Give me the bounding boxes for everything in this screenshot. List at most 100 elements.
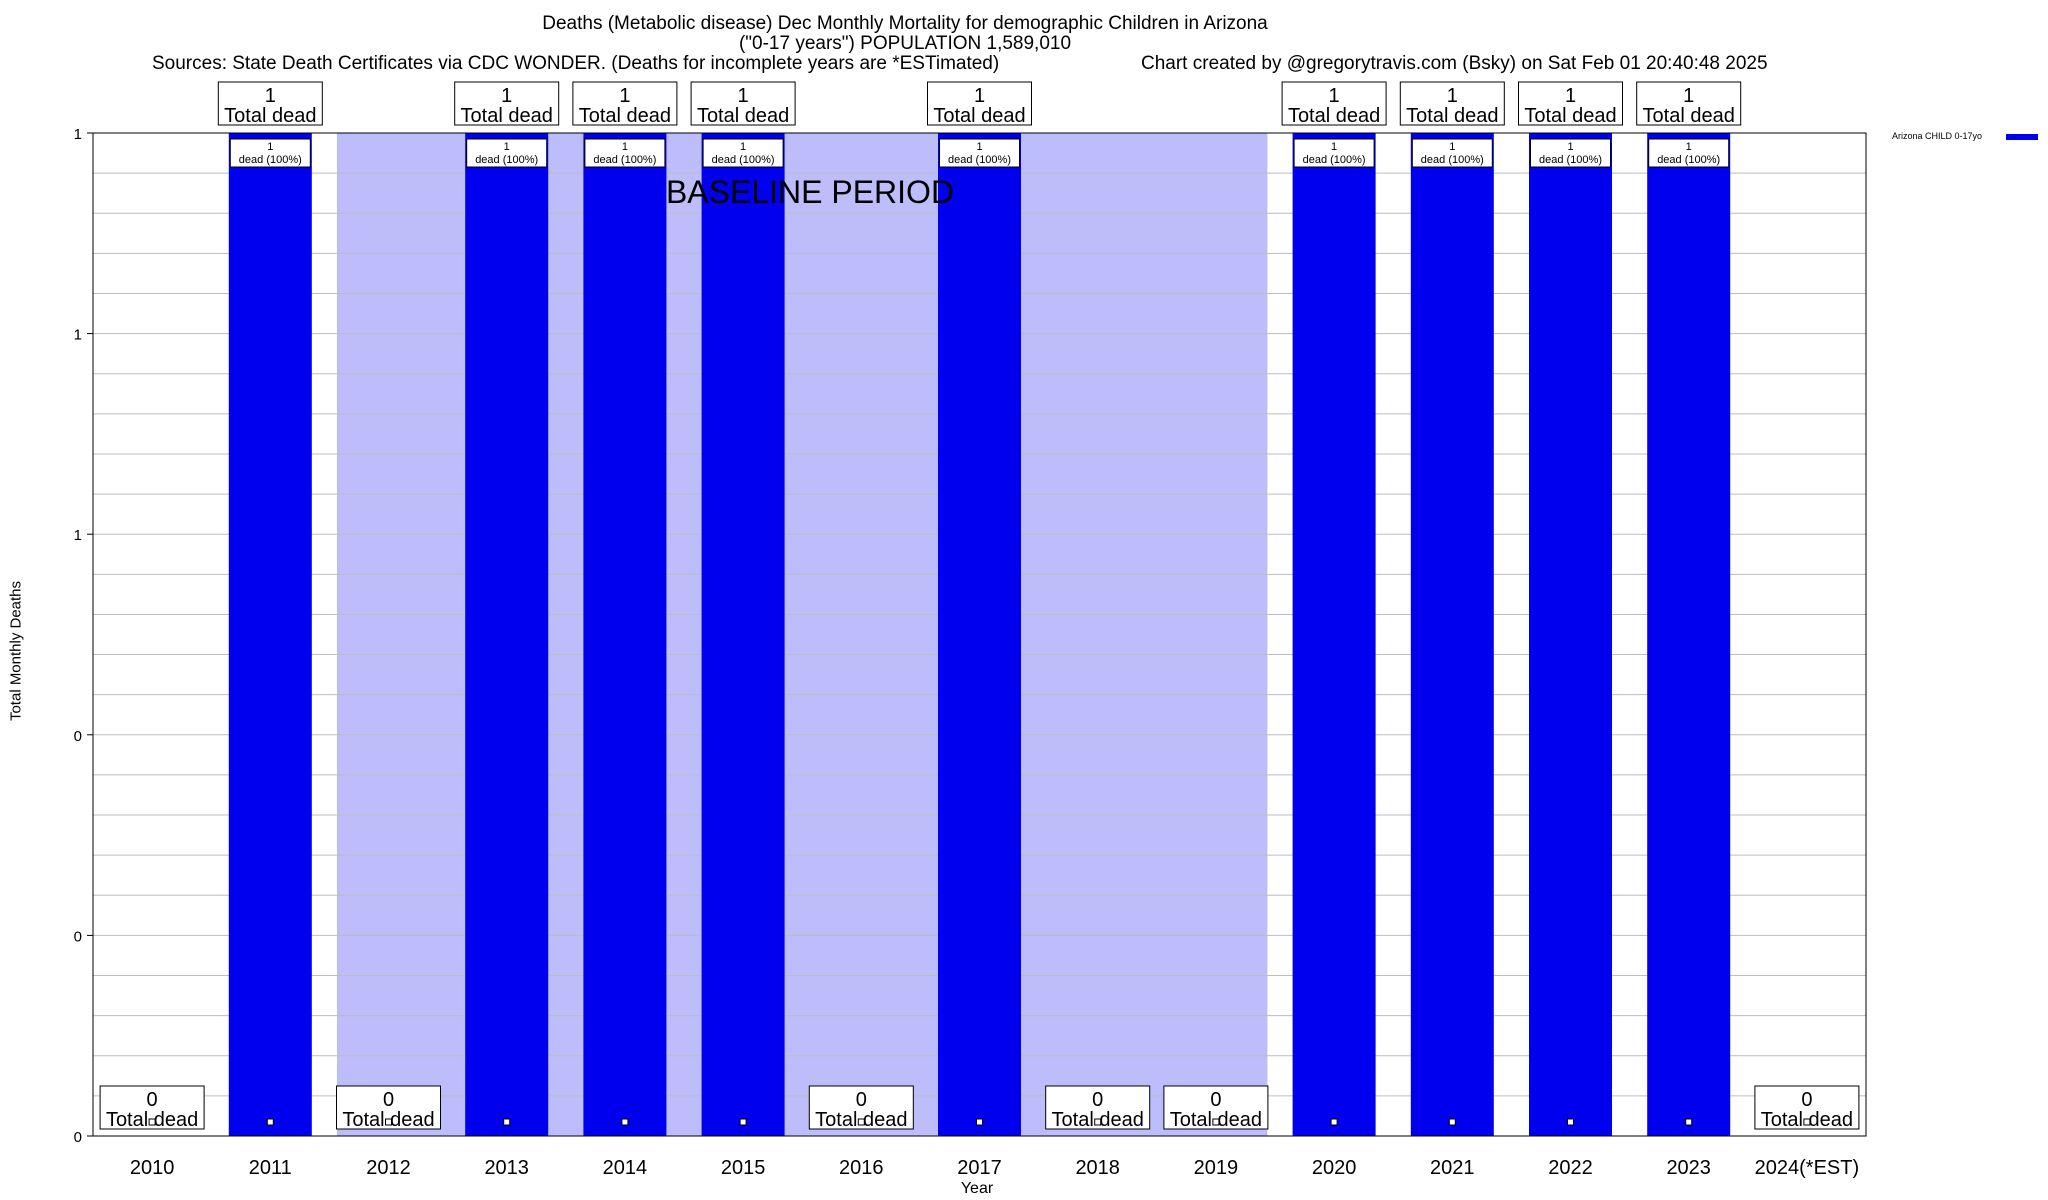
total-dead-text: Total dead [224,105,316,127]
bar-inner-label-box [466,138,548,168]
x-tick-label-2023: 2023 [1666,1157,1711,1179]
total-dead-value: 1 [738,85,749,107]
total-dead-box-2022 [1518,81,1623,126]
x-tick-marker [1448,1118,1456,1126]
x-tick-label-2022: 2022 [1548,1157,1593,1179]
bar-inner-label-text: dead (100%) [475,154,538,166]
x-tick-marker [503,1118,511,1126]
total-dead-box-2013 [454,81,560,126]
y-tick-label: 0 [74,928,82,945]
bar-inner-label-count: 1 [1686,141,1692,153]
total-dead-value: 1 [501,85,512,107]
bar-2020 [1292,133,1376,1136]
x-tick-label-2019: 2019 [1194,1157,1239,1179]
legend-label: Arizona CHILD 0-17yo [1892,131,1983,141]
total-dead-text: Total dead [697,105,789,127]
total-dead-box-2023 [1636,81,1742,126]
y-tick-label: 0 [74,1129,82,1146]
total-dead-text: Total dead [579,105,671,127]
bar-inner-label-count: 1 [267,141,273,153]
bar-inner-label-count: 1 [622,141,628,153]
y-tick-label: 1 [74,327,82,344]
total-dead-value: 1 [619,85,630,107]
total-dead-text: Total dead [461,105,553,127]
bar-inner-label-text: dead (100%) [593,154,656,166]
x-tick-label-2018: 2018 [1075,1157,1120,1179]
bar-2014 [583,133,667,1136]
total-dead-value: 1 [1683,85,1694,107]
total-dead-text: Total dead [933,105,1025,127]
x-tick-marker [266,1118,274,1126]
x-tick-marker [857,1118,865,1126]
bar-inner-label-box [1411,138,1493,168]
total-dead-box-2017 [927,81,1032,126]
total-dead-value: 0 [1092,1089,1103,1111]
x-tick-label-2017: 2017 [957,1157,1002,1179]
total-dead-value: 0 [1210,1089,1221,1111]
total-dead-value: 1 [1329,85,1340,107]
legend-swatch [2006,134,2038,140]
chart-credit: Chart created by @gregorytravis.com (Bsk… [1141,53,1768,74]
bar-inner-label-text: dead (100%) [1539,154,1602,166]
bar-inner-label-text: dead (100%) [239,154,302,166]
bar-inner-label-text: dead (100%) [712,154,775,166]
x-tick-marker [385,1118,392,1126]
bar-2011 [228,133,312,1136]
total-dead-text: Total dead [1524,105,1616,127]
bar-inner-label-box [229,138,311,168]
x-tick-marker [739,1118,747,1126]
x-axis-label: Year [960,1180,994,1197]
x-tick-label-2014: 2014 [603,1157,648,1179]
x-tick-label-2012: 2012 [366,1157,411,1179]
bar-inner-label-text: dead (100%) [1421,154,1484,166]
bar-inner-label-count: 1 [504,141,510,153]
total-dead-value: 0 [383,1089,394,1111]
x-tick-marker [1094,1118,1102,1126]
x-tick-marker [1685,1118,1693,1126]
bar-2013 [465,133,549,1136]
x-tick-marker [1212,1118,1220,1126]
total-dead-box-2015 [690,81,796,126]
total-dead-value: 1 [265,85,276,107]
baseline-period-label: BASELINE PERIOD [666,174,954,210]
chart-title-line2: ("0-17 years") POPULATION 1,589,010 [738,33,1072,54]
bar-inner-label-box [1648,138,1730,168]
total-dead-box-2021 [1399,81,1505,126]
x-tick-marker [1803,1118,1811,1126]
chart-title-line1: Deaths (Metabolic disease) Dec Monthly M… [542,13,1268,34]
bar-2022 [1529,133,1612,1136]
total-dead-text: Total dead [1288,105,1380,127]
bar-2023 [1647,133,1731,1136]
y-tick-label: 1 [74,527,82,544]
x-tick-label-2024(*EST): 2024(*EST) [1755,1157,1860,1179]
total-dead-box-2011 [217,81,323,126]
x-tick-label-2011: 2011 [249,1157,292,1179]
bar-inner-label-box [584,138,666,168]
x-tick-marker [148,1118,156,1126]
bar-inner-label-box [1530,138,1611,168]
total-dead-value: 0 [856,1089,867,1111]
bar-inner-label-box [939,138,1020,168]
x-tick-label-2016: 2016 [839,1157,884,1179]
bar-inner-label-box [1293,138,1375,168]
bar-2017 [938,133,1021,1136]
x-tick-label-2010: 2010 [130,1157,175,1179]
x-tick-marker [621,1118,629,1126]
total-dead-value: 1 [1565,85,1576,107]
x-tick-marker [976,1118,983,1126]
bar-inner-label-count: 1 [1567,141,1573,153]
x-tick-marker [1567,1118,1574,1126]
bar-inner-label-text: dead (100%) [1303,154,1366,166]
chart-sources: Sources: State Death Certificates via CD… [152,53,1000,74]
bar-inner-label-box [702,138,784,168]
total-dead-text: Total dead [1643,105,1735,127]
bar-inner-label-count: 1 [976,141,982,153]
bar-2021 [1410,133,1494,1136]
total-dead-box-2020 [1281,81,1387,126]
total-dead-box-2014 [572,81,678,126]
bar-inner-label-text: dead (100%) [948,154,1011,166]
total-dead-value: 1 [1447,85,1458,107]
bar-inner-label-count: 1 [740,141,746,153]
bar-inner-label-count: 1 [1331,141,1337,153]
